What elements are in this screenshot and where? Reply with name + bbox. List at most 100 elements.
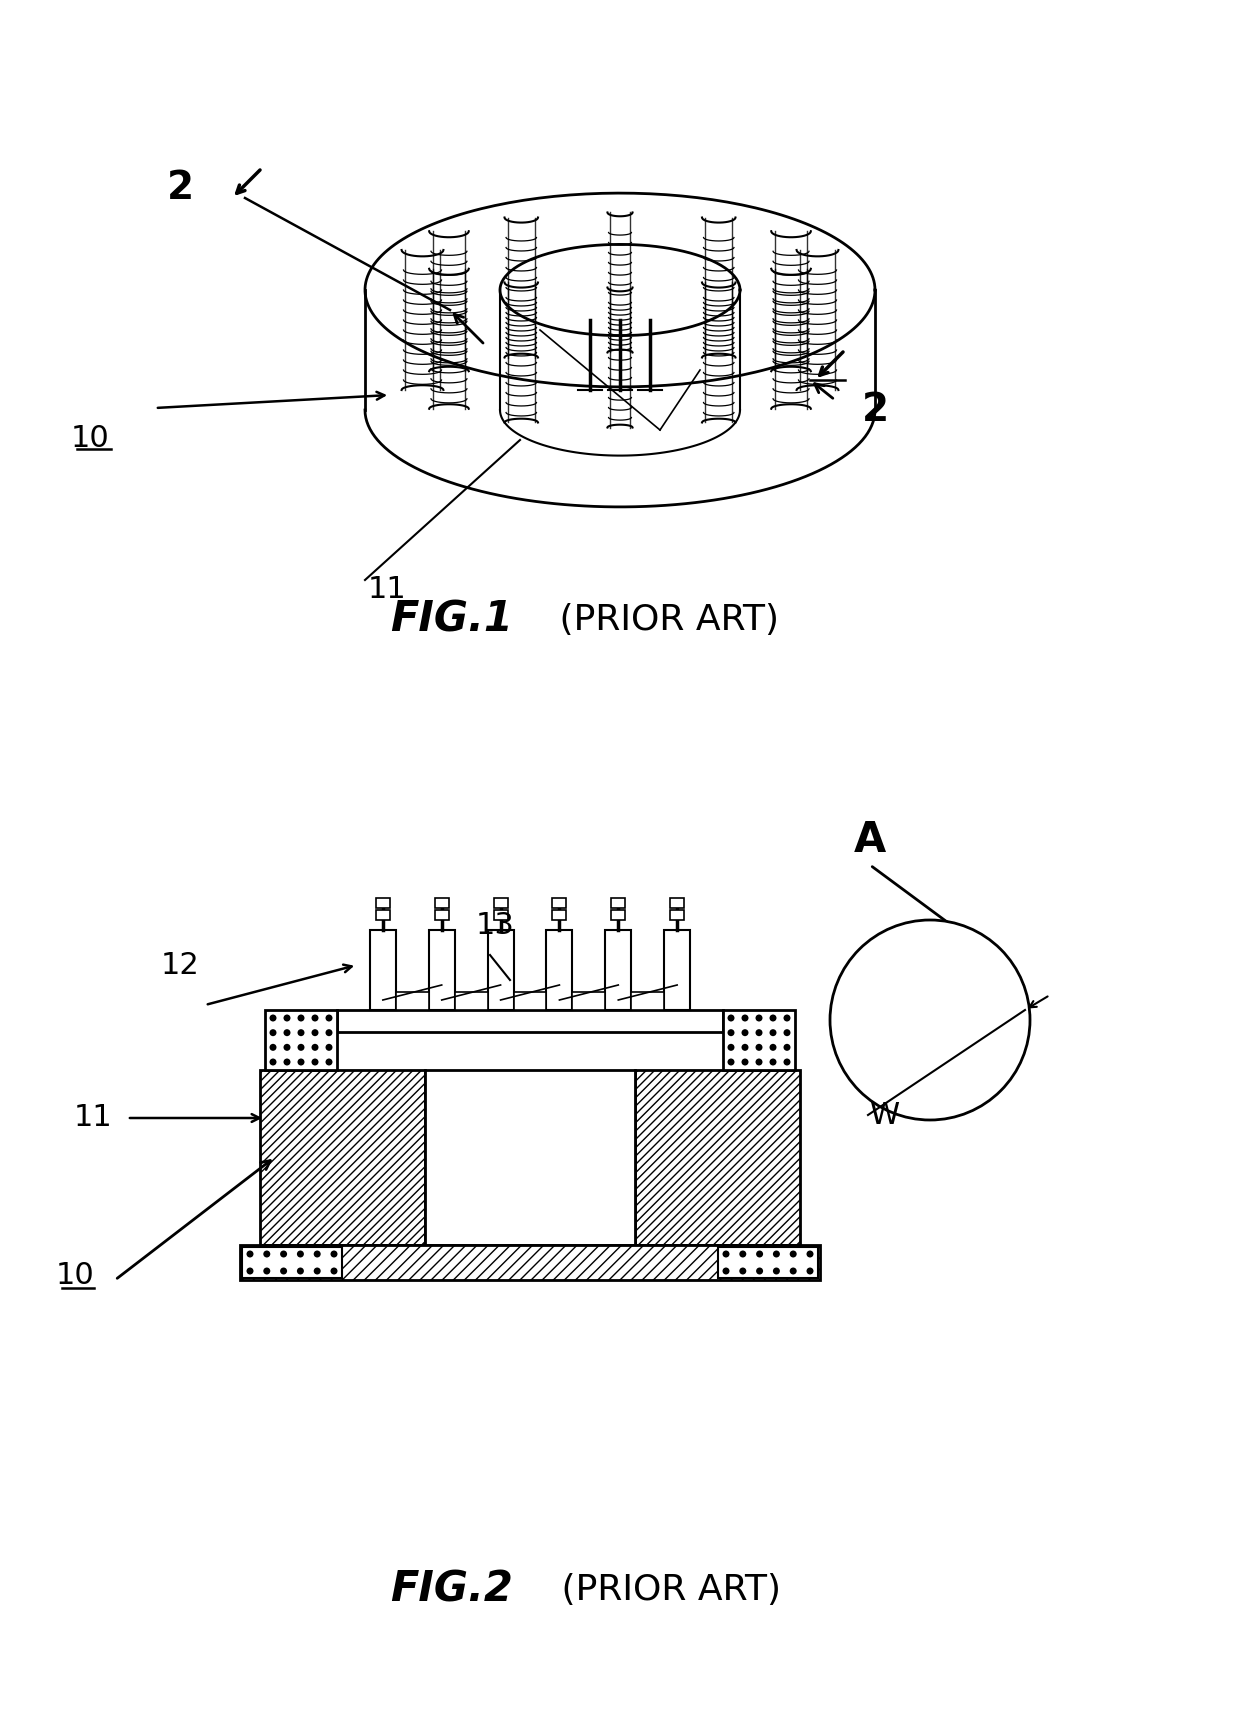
Circle shape (742, 1029, 749, 1036)
Circle shape (311, 1058, 319, 1065)
Circle shape (298, 1015, 305, 1022)
Circle shape (296, 1250, 304, 1257)
Circle shape (756, 1267, 763, 1274)
Circle shape (728, 1044, 734, 1051)
Bar (241, 1245, 820, 1279)
Circle shape (773, 1250, 780, 1257)
Text: 11: 11 (367, 576, 407, 605)
Circle shape (755, 1015, 763, 1022)
Bar (635, 1070, 800, 1245)
Circle shape (284, 1029, 290, 1036)
Bar (494, 909, 507, 920)
Text: 11: 11 (73, 1103, 112, 1132)
Bar (553, 897, 567, 908)
Circle shape (269, 1044, 277, 1051)
Circle shape (325, 1015, 332, 1022)
Bar (611, 909, 625, 920)
Text: 2: 2 (862, 391, 889, 429)
Circle shape (269, 1058, 277, 1065)
Text: A: A (854, 820, 887, 861)
Circle shape (784, 1015, 791, 1022)
Bar (376, 909, 389, 920)
Bar (631, 992, 665, 1010)
Circle shape (280, 1267, 288, 1274)
Circle shape (331, 1250, 337, 1257)
Bar (370, 930, 396, 1010)
Circle shape (314, 1267, 321, 1274)
Circle shape (790, 1267, 797, 1274)
Bar (429, 930, 455, 1010)
Bar (396, 992, 429, 1010)
Circle shape (790, 1250, 797, 1257)
Bar (435, 897, 449, 908)
Circle shape (784, 1029, 791, 1036)
Circle shape (298, 1058, 305, 1065)
Circle shape (755, 1058, 763, 1065)
Bar (635, 1070, 800, 1245)
Circle shape (770, 1044, 776, 1051)
Circle shape (756, 1250, 763, 1257)
Bar (376, 897, 389, 908)
Bar (665, 930, 691, 1010)
Circle shape (723, 1250, 729, 1257)
Bar (670, 897, 684, 908)
Bar (241, 1245, 820, 1279)
Bar (260, 1070, 425, 1245)
Circle shape (298, 1029, 305, 1036)
Circle shape (314, 1250, 321, 1257)
Bar (611, 897, 625, 908)
Bar (547, 930, 573, 1010)
Text: (PRIOR ART): (PRIOR ART) (551, 1573, 781, 1606)
Circle shape (311, 1044, 319, 1051)
Circle shape (773, 1267, 780, 1274)
Bar (513, 992, 547, 1010)
Circle shape (742, 1015, 749, 1022)
Bar (605, 930, 631, 1010)
Bar (573, 992, 605, 1010)
Bar (435, 909, 449, 920)
Bar (260, 1070, 425, 1245)
Circle shape (325, 1029, 332, 1036)
Bar (494, 897, 507, 908)
Circle shape (247, 1267, 253, 1274)
Bar (487, 930, 513, 1010)
Circle shape (298, 1044, 305, 1051)
Circle shape (739, 1267, 746, 1274)
Bar (242, 1247, 342, 1278)
Bar (718, 1247, 818, 1278)
Bar (670, 909, 684, 920)
Circle shape (806, 1250, 813, 1257)
Circle shape (830, 920, 1030, 1120)
Bar (553, 909, 567, 920)
Circle shape (263, 1250, 270, 1257)
Circle shape (739, 1250, 746, 1257)
Circle shape (311, 1015, 319, 1022)
Circle shape (784, 1044, 791, 1051)
Circle shape (269, 1015, 277, 1022)
Circle shape (755, 1029, 763, 1036)
Circle shape (728, 1015, 734, 1022)
Text: 10: 10 (71, 424, 109, 453)
Text: 12: 12 (161, 951, 200, 980)
Circle shape (770, 1015, 776, 1022)
Bar (337, 1010, 723, 1032)
Bar (723, 1010, 795, 1070)
Circle shape (742, 1058, 749, 1065)
Bar (455, 992, 487, 1010)
Circle shape (296, 1267, 304, 1274)
Circle shape (770, 1058, 776, 1065)
Circle shape (280, 1250, 288, 1257)
Text: FIG.1: FIG.1 (391, 598, 513, 641)
Text: 13: 13 (476, 911, 515, 939)
Circle shape (728, 1058, 734, 1065)
Circle shape (263, 1267, 270, 1274)
Circle shape (770, 1029, 776, 1036)
Circle shape (723, 1267, 729, 1274)
Text: (PRIOR ART): (PRIOR ART) (548, 603, 779, 636)
Circle shape (331, 1267, 337, 1274)
Circle shape (284, 1058, 290, 1065)
Circle shape (269, 1029, 277, 1036)
Circle shape (728, 1029, 734, 1036)
Circle shape (284, 1044, 290, 1051)
Text: FIG.2: FIG.2 (391, 1568, 513, 1611)
